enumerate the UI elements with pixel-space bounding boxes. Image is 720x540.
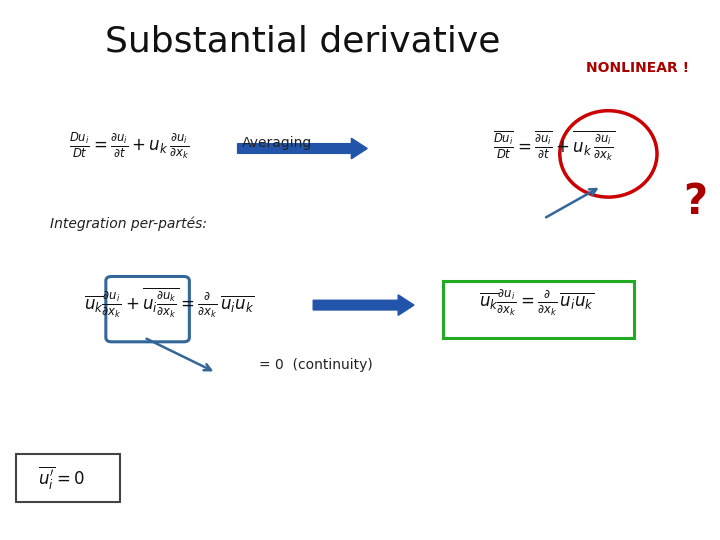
Text: $\frac{\overline{Du_i}}{Dt} = \frac{\overline{\partial u_i}}{\partial t} + \over: $\frac{\overline{Du_i}}{Dt} = \frac{\ove… <box>493 129 616 163</box>
Bar <box>443 281 634 338</box>
Text: NONLINEAR !: NONLINEAR ! <box>585 60 689 75</box>
Text: $\overline{u_k}\frac{\partial u_i}{\partial x_k} + \overline{u_i\frac{\partial u: $\overline{u_k}\frac{\partial u_i}{\part… <box>84 285 254 320</box>
Text: Averaging: Averaging <box>242 136 312 150</box>
Text: $\overline{u_i^{\prime}} = 0$: $\overline{u_i^{\prime}} = 0$ <box>37 464 85 491</box>
Text: ?: ? <box>683 181 707 224</box>
FancyArrow shape <box>238 138 367 159</box>
Text: Substantial derivative: Substantial derivative <box>104 24 500 58</box>
Bar <box>16 454 120 502</box>
FancyArrow shape <box>313 295 414 315</box>
Text: Integration per-partés:: Integration per-partés: <box>50 217 207 231</box>
Text: $\overline{u_k}\frac{\partial u_i}{\partial x_k} = \frac{\partial}{\partial x_k}: $\overline{u_k}\frac{\partial u_i}{\part… <box>479 287 594 318</box>
Text: = 0  (continuity): = 0 (continuity) <box>259 357 373 372</box>
Text: $\frac{Du_i}{Dt} = \frac{\partial u_i}{\partial t} + u_k\,\frac{\partial u_i}{\p: $\frac{Du_i}{Dt} = \frac{\partial u_i}{\… <box>69 130 190 161</box>
